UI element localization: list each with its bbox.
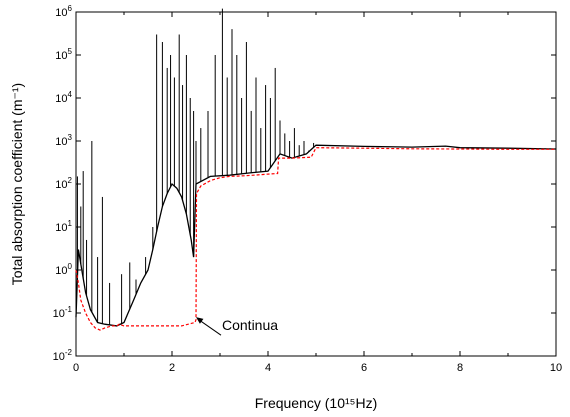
x-tick-label: 8 bbox=[457, 362, 463, 374]
x-axis-title: Frequency (10¹⁵Hz) bbox=[255, 395, 378, 411]
x-tick-label: 0 bbox=[73, 362, 79, 374]
x-tick-label: 10 bbox=[550, 362, 562, 374]
y-tick-label: 10-2 bbox=[53, 348, 73, 363]
y-axis-ticks: 10-2 10-1 100 101 102 103 104 105 106 bbox=[53, 4, 556, 363]
y-tick-label: 105 bbox=[55, 47, 72, 62]
y-tick-label: 104 bbox=[55, 90, 72, 105]
y-tick-label: 103 bbox=[55, 133, 72, 148]
x-tick-label: 6 bbox=[361, 362, 367, 374]
continua-annotation: Continua bbox=[196, 317, 278, 335]
y-tick-label: 102 bbox=[55, 176, 72, 191]
y-tick-label: 101 bbox=[55, 219, 72, 234]
y-tick-label: 106 bbox=[55, 4, 72, 19]
spectrum-envelope bbox=[76, 145, 556, 326]
spectrum-base-line bbox=[76, 145, 556, 326]
x-tick-label: 2 bbox=[169, 362, 175, 374]
continua-label: Continua bbox=[222, 317, 278, 333]
continua-dashed-line bbox=[76, 148, 556, 330]
y-axis-title: Total absorption coefficient (m⁻¹) bbox=[9, 83, 25, 285]
x-tick-label: 4 bbox=[265, 362, 271, 374]
plot-frame bbox=[76, 12, 556, 356]
y-tick-label: 100 bbox=[55, 262, 72, 277]
x-axis-ticks: 0 2 4 6 8 10 bbox=[73, 12, 562, 374]
y-tick-label: 10-1 bbox=[53, 305, 73, 320]
